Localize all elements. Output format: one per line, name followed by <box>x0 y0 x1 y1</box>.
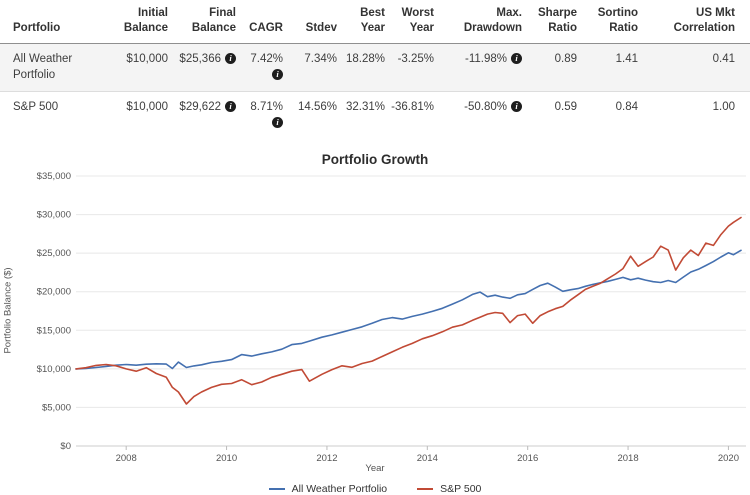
column-header-initial-balance: Initial Balance <box>110 0 168 44</box>
y-axis-label: Portfolio Balance ($) <box>2 267 14 354</box>
cell-value: 0.84 <box>615 101 638 114</box>
performance-summary: Portfolio Initial Balance Final Balance CAG… <box>0 0 750 139</box>
metric-cell-initial-balance: $10,000 <box>110 43 168 93</box>
metric-cell-us-mkt-correlation: 0.41 <box>638 43 750 93</box>
performance-summary-table: Portfolio Initial Balance Final Balance CAG… <box>0 0 750 139</box>
column-header-us-mkt-correlation: US Mkt Correlation <box>638 0 750 44</box>
metric-cell-sortino-ratio: 0.84 <box>577 92 638 140</box>
table-row-s-p-500: S&P 500 $10,000 $29,622 i 8.71% i 14.56% 32.31%… <box>0 92 750 140</box>
cell-value: $29,622 <box>179 101 221 114</box>
metric-cell-final-balance: $29,622 i <box>168 92 236 140</box>
y-tick-label: $25,000 <box>37 248 71 259</box>
legend-label: S&P 500 <box>440 483 482 495</box>
y-tick-label: $10,000 <box>37 364 71 375</box>
metric-cell-worst-year: -36.81% <box>385 92 434 140</box>
table-body: All Weather Portfolio $10,000 $25,366 i 7.42… <box>0 43 750 139</box>
metric-cell-max-drawdown: -11.98% i <box>434 43 522 93</box>
y-tick-label: $5,000 <box>42 403 71 414</box>
y-tick-label: $15,000 <box>37 326 71 337</box>
info-icon[interactable]: i <box>272 68 283 80</box>
chart-legend: All Weather Portfolio S&P 500 <box>0 483 750 495</box>
x-tick-label: 2012 <box>316 453 337 463</box>
legend-line-swatch-icon <box>268 488 285 491</box>
chart-title: Portfolio Growth <box>321 152 429 168</box>
metric-cell-worst-year: -3.25% <box>385 43 434 93</box>
cell-value: $10,000 <box>126 101 168 114</box>
metric-cell-cagr: 8.71% i <box>236 92 283 140</box>
cell-value: 0.89 <box>554 52 577 65</box>
metric-cell-max-drawdown: -50.80% i <box>434 92 522 140</box>
info-icon[interactable]: i <box>511 101 522 113</box>
chart-plot-area[interactable]: $0 $5,000 $10,000 $15,000 $20,000 $25,000 $30,… <box>0 171 750 463</box>
column-header-sortino-ratio: Sortino Ratio <box>577 0 638 44</box>
legend-item-all-weather-portfolio[interactable]: All Weather Portfolio <box>268 483 388 495</box>
cell-value: -3.25% <box>397 52 434 65</box>
x-tick-label: 2010 <box>216 453 237 463</box>
column-header-cagr: CAGR <box>236 0 283 44</box>
series-line-all-weather-portfolio[interactable] <box>75 249 742 370</box>
cell-value: -36.81% <box>391 101 434 114</box>
x-axis-label: Year <box>365 463 385 475</box>
metric-cell-stdev: 7.34% <box>283 43 337 93</box>
column-header-sharpe-ratio: Sharpe Ratio <box>522 0 577 44</box>
cell-value: -50.80% <box>464 101 507 114</box>
cell-value: 1.00 <box>712 101 735 114</box>
info-icon[interactable]: i <box>225 101 236 113</box>
metric-cell-initial-balance: $10,000 <box>110 92 168 140</box>
cell-value: 0.59 <box>554 101 577 114</box>
legend-line-swatch-icon <box>417 488 434 491</box>
info-icon[interactable]: i <box>225 52 236 64</box>
table-row-all-weather-portfolio: All Weather Portfolio $10,000 $25,366 i 7.42… <box>0 43 750 93</box>
y-tick-label: $20,000 <box>37 287 71 298</box>
cell-value: All Weather Portfolio <box>13 52 73 81</box>
x-tick-label: 2016 <box>517 453 538 463</box>
cell-value: -11.98% <box>465 52 507 65</box>
cell-value: 18.28% <box>345 52 385 65</box>
metric-cell-sharpe-ratio: 0.59 <box>522 92 577 140</box>
column-header-portfolio: Portfolio <box>0 0 110 44</box>
metric-cell-best-year: 18.28% <box>337 43 385 93</box>
column-header-max-drawdown: Max. Drawdown <box>434 0 522 44</box>
y-tick-label: $0 <box>60 441 71 452</box>
metric-cell-final-balance: $25,366 i <box>168 43 236 93</box>
legend-item-s-p-500[interactable]: S&P 500 <box>417 483 481 495</box>
column-header-worst-year: Worst Year <box>385 0 434 44</box>
x-tick-label: 2018 <box>617 453 638 463</box>
info-icon[interactable]: i <box>272 117 283 129</box>
metric-cell-us-mkt-correlation: 1.00 <box>638 92 750 140</box>
cell-value: 14.56% <box>297 101 337 114</box>
column-header-stdev: Stdev <box>283 0 337 44</box>
cell-value: S&P 500 <box>13 101 59 114</box>
cell-value: 8.71% <box>250 101 283 114</box>
portfolio-growth-chart: Portfolio Balance ($) $0 $5,000 $10,000 $15… <box>0 171 750 495</box>
legend-label: All Weather Portfolio <box>291 483 388 495</box>
cell-value: 1.41 <box>615 52 638 65</box>
cell-value: $10,000 <box>126 52 168 65</box>
metric-cell-sortino-ratio: 1.41 <box>577 43 638 93</box>
portfolio-name-cell: All Weather Portfolio <box>0 43 110 93</box>
header-row: Portfolio Initial Balance Final Balance CAG… <box>0 0 750 44</box>
x-tick-label: 2014 <box>417 453 438 463</box>
metric-cell-sharpe-ratio: 0.89 <box>522 43 577 93</box>
y-tick-label: $35,000 <box>37 171 71 182</box>
x-tick-label: 2008 <box>116 453 137 463</box>
column-header-final-balance: Final Balance <box>168 0 236 44</box>
metric-cell-best-year: 32.31% <box>337 92 385 140</box>
cell-value: 32.31% <box>345 101 385 114</box>
y-tick-label: $30,000 <box>37 210 71 221</box>
x-tick-label: 2020 <box>718 453 739 463</box>
metric-cell-cagr: 7.42% i <box>236 43 283 93</box>
metric-cell-stdev: 14.56% <box>283 92 337 140</box>
cell-value: $25,366 <box>179 52 221 65</box>
cell-value: 7.34% <box>304 52 337 65</box>
cell-value: 7.42% <box>250 52 283 65</box>
portfolio-name-cell: S&P 500 <box>0 92 110 140</box>
column-header-best-year: Best Year <box>337 0 385 44</box>
info-icon[interactable]: i <box>511 52 522 64</box>
table-header: Portfolio Initial Balance Final Balance CAG… <box>0 0 750 44</box>
cell-value: 0.41 <box>712 52 735 65</box>
series-line-s-p-500[interactable] <box>75 216 742 406</box>
